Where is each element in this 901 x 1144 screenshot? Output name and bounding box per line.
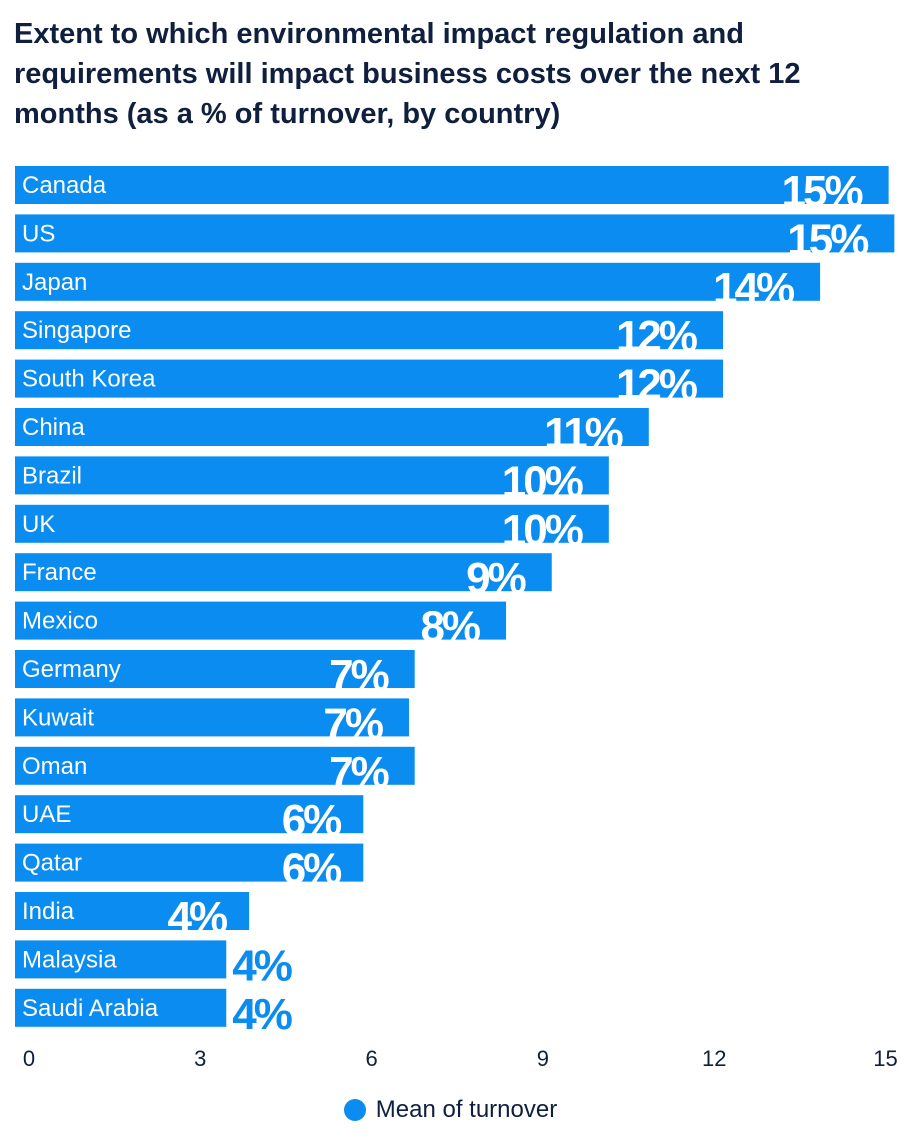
bar-qatar [15,843,364,882]
value-label: 14% [713,264,794,313]
bar-japan [15,262,821,301]
value-label: 8% [420,603,479,652]
value-label: 7% [329,651,388,700]
value-label: 4% [232,941,291,990]
value-label: 4% [232,990,291,1039]
category-label: Saudi Arabia [22,995,159,1022]
value-label: 4% [168,893,227,942]
legend-swatch [343,1099,366,1121]
value-label: 9% [466,554,525,603]
value-label: 12% [616,312,697,361]
bar-us [15,214,895,253]
bar-chart: Canada 15% US 15% Japan 14% Singapore 12% South … [15,166,898,1071]
x-tick-label: 6 [365,1046,377,1071]
chart-title: Extent to which environmental impact reg… [14,18,801,130]
category-label: UAE [22,801,71,828]
category-label: France [22,559,97,586]
bar-malaysia [15,940,227,979]
x-tick-label: 0 [23,1046,35,1071]
bar-kuwait [15,698,409,737]
category-label: Germany [22,656,121,683]
x-tick-label: 15 [873,1046,897,1071]
value-label: 6% [282,796,341,845]
x-tick-label: 12 [702,1046,726,1071]
category-label: Brazil [22,462,82,489]
bar-uae [15,795,364,834]
value-label: 7% [329,748,388,797]
category-label: Oman [22,753,87,780]
bar-mexico [15,601,507,640]
legend: Mean of turnover [0,1096,901,1124]
x-tick-label: 9 [537,1046,549,1071]
bar-france [15,553,552,592]
value-label: 6% [282,845,341,894]
category-label: Malaysia [22,946,117,973]
bar-south-korea [15,359,724,398]
bar-singapore [15,311,724,350]
value-label: 11% [544,409,623,458]
category-label: India [22,898,75,925]
bar-saudi-arabia [15,988,227,1027]
category-label: UK [22,511,55,538]
bar-canada [15,166,889,204]
bar-china [15,408,649,446]
bar-uk [15,504,609,543]
legend-label: Mean of turnover [375,1096,558,1123]
category-label: US [22,220,55,247]
category-label: China [22,414,85,441]
category-label: Qatar [22,850,82,877]
category-label: Mexico [22,608,98,635]
category-label: South Korea [22,366,156,393]
x-tick-label: 3 [194,1046,206,1071]
value-label: 12% [616,361,697,410]
category-label: Japan [22,269,87,296]
value-label: 10% [502,506,583,555]
bar-brazil [15,456,609,495]
bar-india [15,892,250,930]
category-label: Kuwait [22,704,94,731]
category-label: Singapore [22,317,131,344]
bar-oman [15,746,415,785]
value-label: 10% [502,457,583,506]
category-label: Canada [22,172,107,199]
value-label: 15% [782,167,863,216]
bar-germany [15,650,415,688]
value-label: 7% [323,699,382,748]
value-label: 15% [787,215,868,264]
